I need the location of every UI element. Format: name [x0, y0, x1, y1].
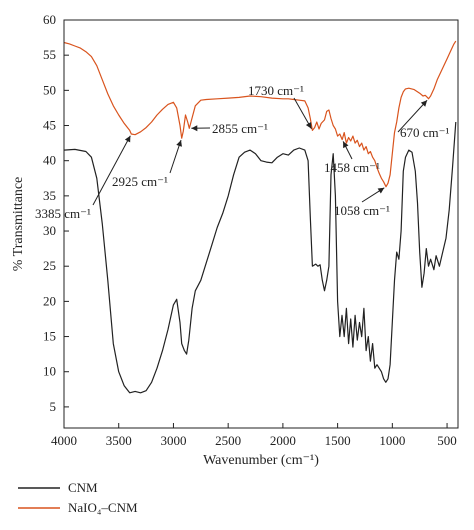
peak-annotation-arrowhead	[124, 135, 131, 143]
peak-annotation-arrowhead	[191, 125, 198, 132]
y-tick-label: 10	[43, 364, 56, 379]
x-tick-label: 500	[437, 433, 457, 448]
series-line-naio4-cnm	[63, 40, 457, 188]
x-tick-label: 2000	[270, 433, 296, 448]
peak-annotation-label: 670 cm⁻¹	[400, 125, 449, 140]
peak-annotation-arrowhead	[377, 187, 385, 194]
y-axis-title: % Transmittance	[11, 177, 26, 272]
y-tick-label: 15	[43, 329, 56, 344]
annotation-layer: 3385 cm⁻¹ 2925 cm⁻¹ 2855 cm⁻¹ 1730 cm⁻¹ 1458…	[35, 83, 449, 221]
peak-annotation-label: 3385 cm⁻¹	[35, 206, 91, 221]
tick-layer: 4000 3500 3000 2500 2000 1500 1000 500 5 10 15 20 25…	[43, 12, 457, 448]
x-tick-label: 3500	[106, 433, 132, 448]
peak-annotation-arrowhead	[176, 140, 182, 147]
y-tick-label: 20	[43, 293, 56, 308]
peak-annotation-label: 1458 cm⁻¹	[324, 160, 380, 175]
peak-annotation-label: 2925 cm⁻¹	[112, 174, 168, 189]
peak-annotation-arrowhead	[343, 141, 349, 149]
x-tick-label: 1500	[325, 433, 351, 448]
peak-annotation-arrow	[397, 99, 428, 133]
y-tick-label: 25	[43, 258, 56, 273]
y-tick-label: 5	[50, 399, 57, 414]
legend-label: CNM	[68, 480, 98, 495]
peak-annotation-arrow	[92, 135, 131, 206]
series-line-cnm	[63, 121, 457, 394]
y-tick-label: 50	[43, 82, 56, 97]
x-tick-label: 1000	[379, 433, 405, 448]
y-tick-label: 55	[43, 47, 56, 62]
y-axis-title-group: % Transmittance	[11, 177, 26, 272]
plot-frame	[63, 19, 459, 429]
y-tick-label: 45	[43, 118, 56, 133]
y-tick-label: 35	[43, 188, 56, 203]
legend-label: NaIO₄–CNM	[68, 500, 138, 515]
peak-annotation-label: 1058 cm⁻¹	[334, 203, 390, 218]
y-tick-label: 60	[43, 12, 56, 27]
y-tick-label: 40	[43, 153, 56, 168]
x-tick-label: 3000	[160, 433, 186, 448]
series-layer	[63, 40, 457, 394]
x-axis-title: Wavenumber (cm⁻¹)	[203, 453, 319, 468]
peak-annotation-label: 1730 cm⁻¹	[248, 83, 304, 98]
peak-annotation-arrowhead	[420, 100, 428, 107]
x-tick-label: 4000	[51, 433, 77, 448]
legend: CNM NaIO₄–CNM	[18, 480, 138, 515]
peak-annotation-arrowhead	[305, 122, 312, 129]
x-tick-label: 2500	[215, 433, 241, 448]
peak-annotation-label: 2855 cm⁻¹	[212, 121, 268, 136]
y-tick-label: 30	[43, 223, 56, 238]
